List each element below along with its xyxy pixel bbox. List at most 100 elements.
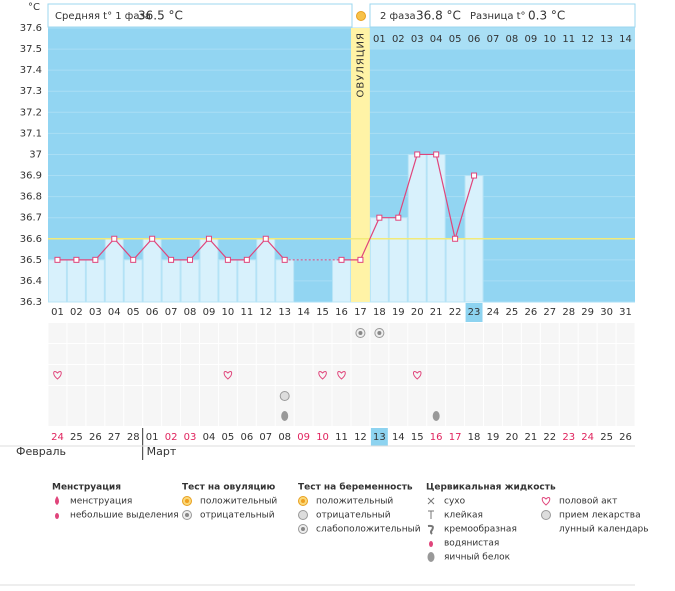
temperature-bar — [256, 238, 276, 303]
grid-cell — [408, 386, 427, 406]
date-label: 15 — [411, 432, 424, 443]
grid-cell — [502, 344, 521, 364]
month-label: Март — [147, 445, 177, 458]
x-icon — [427, 497, 435, 505]
grid-cell — [446, 406, 465, 426]
legend-item: сухо — [444, 497, 466, 507]
legend-item: слабоположительный — [316, 525, 421, 535]
x-tick-label: 20 — [411, 307, 424, 318]
grid-cell — [143, 406, 162, 426]
grid-cell — [48, 344, 67, 364]
grid-cell — [540, 365, 559, 385]
heart-icon — [318, 371, 327, 380]
x-tick-label: 08 — [184, 307, 197, 318]
egg-icon — [427, 552, 435, 562]
temperature-bar — [142, 238, 162, 303]
temperature-bar — [426, 153, 446, 303]
moon-icon — [543, 524, 548, 534]
grid-cell — [521, 386, 540, 406]
x-tick-label: 28 — [562, 307, 575, 318]
highlight — [370, 428, 388, 446]
grid-cell — [484, 365, 502, 385]
pill-icon — [541, 510, 551, 520]
legend-title: Цервикальная жидкость — [426, 483, 556, 493]
grid-cell — [237, 406, 256, 426]
test-dot — [185, 513, 189, 517]
grid-cell — [446, 323, 465, 343]
grid-cell — [597, 323, 616, 343]
grid-cell — [616, 365, 635, 385]
grid-cell — [484, 323, 502, 343]
header-value: 0.3 °C — [528, 9, 565, 23]
date-label: 23 — [562, 432, 575, 443]
x-tick-label: 09 — [203, 307, 216, 318]
point — [376, 214, 383, 221]
grid-cell — [559, 386, 578, 406]
grid-cell — [521, 406, 540, 426]
temperature-bar — [199, 238, 219, 303]
date-label: 18 — [468, 432, 481, 443]
grid-cell — [67, 406, 86, 426]
grid-cell — [484, 344, 502, 364]
pill-icon — [279, 391, 290, 401]
grid-cell — [162, 365, 181, 385]
phase2-day: 05 — [449, 34, 462, 45]
grid-cell — [465, 323, 484, 343]
legend-item: небольшие выделения — [70, 511, 179, 521]
point — [168, 256, 175, 263]
drop-icon — [429, 541, 433, 547]
y-unit: °C — [28, 2, 40, 13]
point — [73, 256, 80, 263]
x-tick-label: 19 — [392, 307, 405, 318]
grid-cell — [256, 365, 275, 385]
y-tick-label: 37.4 — [20, 65, 42, 76]
grid-cell — [143, 323, 162, 343]
temperature-bar — [48, 259, 67, 303]
phase2-day: 12 — [581, 34, 594, 45]
grid-cell — [370, 344, 389, 364]
point — [111, 235, 118, 242]
point — [130, 256, 137, 263]
y-tick-label: 37.5 — [20, 44, 42, 55]
ovulation-label: ОВУЛЯЦИЯ — [355, 32, 366, 98]
heart-icon — [337, 371, 346, 380]
grid-cell — [124, 344, 143, 364]
point — [452, 235, 459, 242]
grid-cell — [199, 344, 218, 364]
grid-cell — [332, 323, 351, 343]
grid-cell — [616, 406, 635, 426]
grid-cell — [578, 406, 597, 426]
point — [92, 256, 99, 263]
date-label: 22 — [543, 432, 556, 443]
grid-cell — [616, 344, 635, 364]
egg-icon — [281, 411, 289, 421]
drop-icon — [55, 496, 59, 505]
temperature-bar — [104, 238, 124, 303]
ovulation-column — [350, 28, 370, 302]
header-box — [369, 3, 636, 28]
grid-cell — [465, 386, 484, 406]
y-tick-label: 36.9 — [20, 171, 42, 182]
date-label: 25 — [70, 432, 83, 443]
test-dot — [301, 499, 305, 503]
grid-cell — [351, 406, 370, 426]
phase2-day: 08 — [506, 34, 519, 45]
legend-item: лунный календарь — [559, 525, 649, 535]
x-tick-label: 17 — [354, 307, 367, 318]
grid-cell — [86, 344, 105, 364]
grid-cell — [294, 323, 313, 343]
pill-icon — [298, 510, 308, 520]
date-label: 24 — [51, 432, 64, 443]
legend-title: Тест на овуляцию — [182, 483, 275, 493]
grid-cell — [294, 365, 313, 385]
grid-cell — [446, 386, 465, 406]
grid-cell — [597, 406, 616, 426]
grid-cell — [616, 323, 635, 343]
grid-cell — [105, 323, 124, 343]
x-tick-label: 31 — [619, 307, 632, 318]
grid-cell — [105, 406, 124, 426]
x-tick-label: 03 — [89, 307, 102, 318]
x-tick-label: 05 — [127, 307, 140, 318]
grid-cell — [465, 406, 484, 426]
